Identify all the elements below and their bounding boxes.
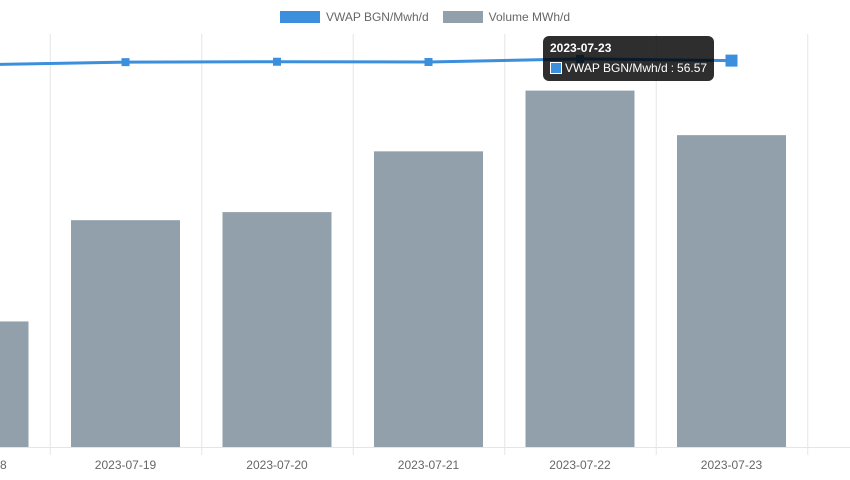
x-tick-label: 2023-07-21 bbox=[398, 458, 460, 472]
volume-bars bbox=[0, 90, 786, 447]
volume-bar[interactable] bbox=[374, 151, 483, 447]
tooltip-swatch bbox=[550, 62, 562, 74]
x-tick-label: 2023-07-20 bbox=[246, 458, 308, 472]
x-axis-labels: 8 2023-07-19 2023-07-20 2023-07-21 2023-07-2… bbox=[0, 458, 763, 472]
vwap-point[interactable] bbox=[273, 57, 281, 66]
tooltip-title: 2023-07-23 bbox=[550, 41, 612, 55]
volume-bar[interactable] bbox=[71, 220, 180, 447]
x-tick-label: 2023-07-22 bbox=[549, 458, 611, 472]
legend-swatch-vwap bbox=[279, 11, 320, 23]
tooltip-value: 56.57 bbox=[677, 61, 708, 75]
legend-label-vwap: VWAP BGN/Mwh/d bbox=[325, 10, 429, 24]
vwap-point[interactable] bbox=[121, 58, 130, 67]
legend-item-vwap[interactable]: VWAP BGN/Mwh/d bbox=[279, 10, 429, 24]
tooltip-body: VWAP BGN/Mwh/d: 56.57 bbox=[550, 61, 707, 75]
tooltip-series-label: VWAP BGN/Mwh/d bbox=[565, 61, 668, 75]
volume-bar[interactable] bbox=[222, 212, 332, 447]
x-tick-label: 8 bbox=[0, 458, 7, 472]
legend-item-volume[interactable]: Volume MWh/d bbox=[442, 10, 571, 24]
tooltip-colon: : bbox=[670, 61, 675, 75]
vwap-point[interactable] bbox=[424, 58, 433, 66]
volume-bar[interactable] bbox=[677, 135, 786, 447]
volume-bar[interactable] bbox=[525, 90, 635, 447]
vwap-point-active[interactable] bbox=[725, 54, 738, 67]
legend-label-volume: Volume MWh/d bbox=[488, 10, 571, 24]
chart-legend: VWAP BGN/Mwh/d Volume MWh/d bbox=[0, 8, 850, 26]
x-tick-label: 2023-07-19 bbox=[95, 458, 157, 472]
x-tick-label: 2023-07-23 bbox=[701, 458, 763, 472]
chart-tooltip: 2023-07-23 VWAP BGN/Mwh/d: 56.57 bbox=[543, 36, 715, 81]
legend-swatch-volume bbox=[442, 11, 483, 23]
volume-bar[interactable] bbox=[0, 321, 29, 447]
chart-grid bbox=[0, 34, 850, 455]
